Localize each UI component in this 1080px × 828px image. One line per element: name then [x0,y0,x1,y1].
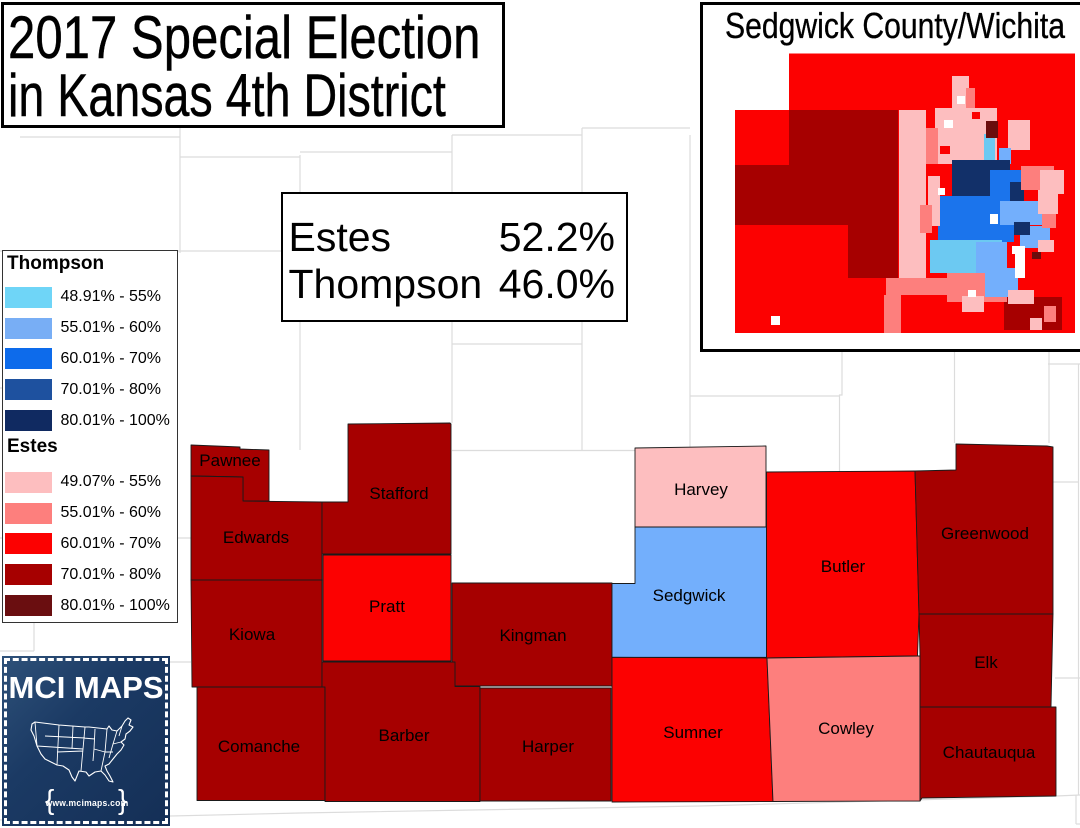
svg-text:Cowley: Cowley [818,719,874,738]
svg-text:Stafford: Stafford [369,484,428,503]
svg-text:Sedgwick: Sedgwick [653,586,726,605]
svg-text:Pratt: Pratt [369,597,405,616]
svg-text:Harper: Harper [522,737,574,756]
svg-text:Harvey: Harvey [674,480,728,499]
svg-text:Chautauqua: Chautauqua [943,743,1036,762]
svg-text:Butler: Butler [821,557,866,576]
svg-text:Barber: Barber [378,726,429,745]
svg-text:Kiowa: Kiowa [229,625,276,644]
svg-text:Elk: Elk [974,653,998,672]
svg-text:Edwards: Edwards [223,528,289,547]
svg-text:Greenwood: Greenwood [941,524,1029,543]
svg-text:Comanche: Comanche [218,737,300,756]
svg-text:Kingman: Kingman [499,626,566,645]
svg-text:Sumner: Sumner [663,723,723,742]
svg-text:Pawnee: Pawnee [199,451,260,470]
